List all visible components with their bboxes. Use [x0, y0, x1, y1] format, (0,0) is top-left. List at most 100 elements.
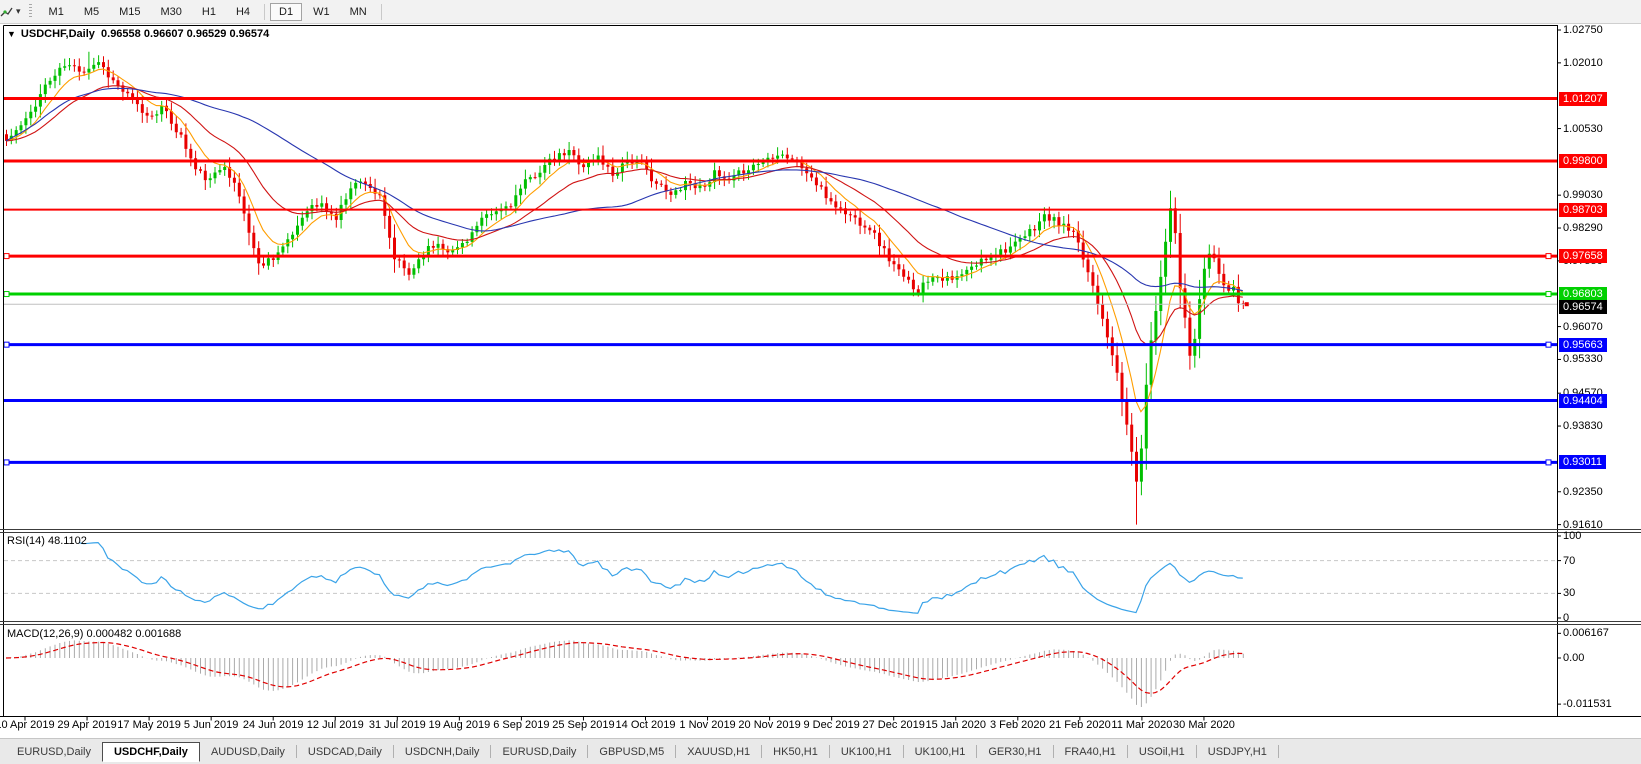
price-tick-label: 1.02750 — [1563, 24, 1603, 36]
tab-separator — [587, 745, 589, 758]
rsi-pane — [4, 541, 1556, 614]
date-tick-label: 10 Apr 2019 — [0, 719, 55, 731]
date-tick-label: 31 Jul 2019 — [368, 719, 426, 731]
moving-averages-layer — [5, 68, 1244, 413]
timeframe-button-mn[interactable]: MN — [349, 5, 367, 18]
chart-symbol-period: USDCHF,Daily — [20, 28, 95, 40]
tab-usoil-h1-13[interactable]: USOil,H1 — [1138, 745, 1185, 758]
hline-price-label: 0.97658 — [1559, 249, 1607, 264]
hline-price-label: 0.93011 — [1559, 455, 1606, 470]
timeframe-button-h4[interactable]: H4 — [235, 5, 251, 18]
toolbar-drag-grip[interactable] — [28, 4, 32, 19]
candles-layer — [5, 51, 1245, 525]
chart-title: ▼ USDCHF,Daily 0.96558 0.96607 0.96529 0.… — [7, 28, 269, 40]
date-tick-label: 12 Jul 2019 — [306, 719, 364, 731]
macd-axis-label: -0.011531 — [1563, 698, 1612, 711]
tab-separator — [1126, 745, 1128, 758]
date-tick-label: 5 Jun 2019 — [183, 719, 239, 731]
tab-separator — [761, 745, 763, 758]
price-tick-label: 0.92350 — [1563, 485, 1603, 498]
tab-xauusd-h1-7[interactable]: XAUUSD,H1 — [687, 745, 751, 758]
tab-uk100-h1-9[interactable]: UK100,H1 — [840, 745, 892, 758]
timeframe-button-h1[interactable]: H1 — [201, 5, 216, 18]
hline-price-label: 0.96803 — [1559, 287, 1607, 302]
tab-separator — [1195, 745, 1197, 758]
rsi-axis-label: 0 — [1563, 612, 1570, 624]
date-tick-label: 9 Dec 2019 — [803, 719, 860, 731]
date-tick-label: 27 Dec 2019 — [862, 719, 925, 731]
hline-price-label: 1.01207 — [1559, 91, 1607, 106]
price-tick-label: 0.93830 — [1563, 420, 1603, 433]
date-tick-label: 14 Oct 2019 — [615, 719, 676, 731]
price-tick-label: 0.95330 — [1563, 353, 1603, 366]
date-tick-label: 29 Apr 2019 — [57, 719, 117, 731]
price-tick-label: 0.99030 — [1563, 189, 1603, 202]
tab-uk100-h1-10[interactable]: UK100,H1 — [914, 745, 966, 758]
timeframe-button-w1[interactable]: W1 — [313, 5, 330, 18]
tab-ger30-h1-11[interactable]: GER30,H1 — [988, 745, 1042, 758]
tab-separator — [902, 745, 904, 758]
hline-price-label: 0.95663 — [1559, 337, 1607, 352]
macd-axis-label: 0.006167 — [1563, 627, 1609, 640]
hline-price-label: 0.94404 — [1559, 393, 1607, 408]
chart-collapse-icon[interactable]: ▼ — [7, 29, 16, 39]
date-tick-label: 19 Aug 2019 — [428, 719, 491, 731]
timeframe-button-group: M1 M5 M15 M30 H1 H4 D1 W1 MN — [39, 2, 386, 21]
rsi-axis-label: 30 — [1563, 587, 1576, 600]
date-tick-label: 3 Feb 2020 — [989, 719, 1046, 731]
tab-audusd-daily-2[interactable]: AUDUSD,Daily — [210, 745, 285, 758]
timeframe-button-m1[interactable]: M1 — [48, 5, 64, 18]
tab-usdcnh-daily-4[interactable]: USDCNH,Daily — [404, 745, 480, 758]
chart-tab-bar: EURUSD,Daily USDCHF,Daily AUDUSD,Daily USDC… — [0, 738, 1641, 764]
rsi-axis-label: 70 — [1563, 554, 1576, 567]
hline-price-label: 0.99800 — [1559, 153, 1607, 168]
macd-pane — [5, 640, 1244, 707]
timeframe-button-m30[interactable]: M30 — [160, 5, 182, 18]
tab-hk50-h1-8[interactable]: HK50,H1 — [773, 745, 818, 758]
toolbar-separator — [380, 3, 382, 20]
date-tick-label: 1 Nov 2019 — [679, 719, 736, 731]
tab-separator — [392, 745, 394, 758]
timeframe-button-m5[interactable]: M5 — [83, 5, 100, 18]
tab-gbpusd-m5-6[interactable]: GBPUSD,M5 — [599, 745, 665, 758]
horizontal-lines-layer[interactable] — [3, 97, 1557, 466]
rsi-indicator-label: RSI(14) 48.1102 — [7, 535, 87, 547]
tab-separator — [490, 745, 492, 758]
tab-eurusd-daily-0[interactable]: EURUSD,Daily — [17, 745, 91, 758]
date-tick-label: 20 Nov 2019 — [738, 719, 801, 731]
tab-separator — [828, 745, 830, 758]
chart-ohlc-values: 0.96558 0.96607 0.96529 0.96574 — [101, 28, 270, 40]
date-tick-label: 25 Sep 2019 — [552, 719, 615, 731]
panel-borders — [0, 25, 1641, 721]
tab-eurusd-daily-5[interactable]: EURUSD,Daily — [502, 745, 577, 758]
timeframe-button-d1[interactable]: D1 — [270, 2, 303, 21]
tab-separator — [976, 745, 978, 758]
tab-separator — [295, 745, 297, 758]
price-tick-label: 0.91610 — [1563, 518, 1603, 531]
date-tick-label: 15 Jan 2020 — [925, 719, 987, 731]
macd-indicator-label: MACD(12,26,9) 0.000482 0.001688 — [7, 628, 182, 640]
date-tick-label: 6 Sep 2019 — [493, 719, 550, 731]
timeframe-button-m15[interactable]: M15 — [119, 5, 141, 18]
tab-usdcad-daily-3[interactable]: USDCAD,Daily — [307, 745, 382, 758]
tool-dropdown-caret[interactable]: ▾ — [16, 6, 21, 16]
price-tick-label: 1.02010 — [1563, 56, 1603, 69]
tab-fra40-h1-12[interactable]: FRA40,H1 — [1064, 745, 1116, 758]
date-tick-label: 24 Jun 2019 — [242, 719, 304, 731]
tab-usdjpy-h1-14[interactable]: USDJPY,H1 — [1207, 745, 1267, 758]
top-toolbar: ▾ M1 M5 M15 M30 H1 H4 D1 W1 MN — [0, 0, 1641, 24]
tab-separator — [675, 745, 677, 758]
tab-separator — [1052, 745, 1054, 758]
date-tick-label: 11 Mar 2020 — [1111, 719, 1173, 731]
price-tick-label: 0.98290 — [1563, 222, 1603, 235]
hline-price-label: 0.98703 — [1559, 202, 1607, 217]
current-price-label: 0.96574 — [1559, 300, 1607, 315]
current-price-line — [4, 302, 1557, 307]
date-tick-label: 17 May 2019 — [117, 719, 181, 731]
macd-axis-label: 0.00 — [1563, 652, 1585, 664]
rsi-axis-label: 100 — [1563, 530, 1582, 542]
tab-usdchf-daily-1[interactable]: USDCHF,Daily — [101, 741, 200, 762]
crosshair-tool-icon[interactable] — [0, 3, 16, 21]
